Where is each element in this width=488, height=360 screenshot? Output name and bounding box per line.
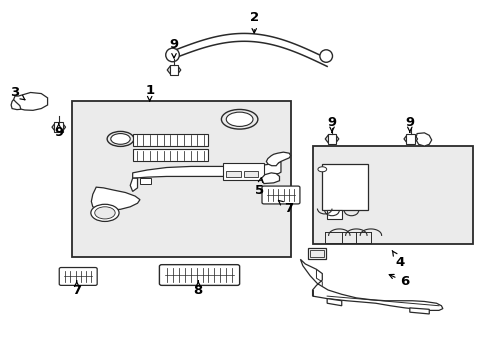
Ellipse shape (226, 112, 252, 126)
Polygon shape (266, 152, 290, 166)
Bar (225, 171, 240, 177)
Polygon shape (300, 259, 442, 310)
Polygon shape (261, 173, 279, 184)
Bar (309, 249, 323, 257)
Text: 9: 9 (169, 38, 178, 58)
Ellipse shape (95, 207, 115, 219)
Polygon shape (403, 135, 417, 143)
Ellipse shape (317, 167, 326, 172)
Ellipse shape (91, 204, 119, 221)
Polygon shape (132, 161, 281, 178)
Text: 7: 7 (278, 201, 292, 215)
Ellipse shape (221, 109, 257, 129)
Text: 4: 4 (391, 251, 404, 269)
FancyBboxPatch shape (262, 186, 299, 204)
Polygon shape (11, 100, 21, 110)
Polygon shape (325, 135, 338, 143)
Ellipse shape (165, 48, 179, 62)
Bar (307, 248, 325, 258)
Bar (222, 163, 264, 180)
Text: 9: 9 (54, 123, 63, 139)
Polygon shape (14, 93, 47, 111)
Text: 9: 9 (327, 116, 336, 132)
Text: 5: 5 (254, 178, 263, 197)
Text: 6: 6 (388, 274, 409, 288)
Ellipse shape (107, 131, 134, 147)
Text: 9: 9 (405, 116, 413, 132)
Text: 7: 7 (72, 281, 81, 297)
Bar (169, 64, 178, 75)
Text: 3: 3 (10, 86, 25, 100)
Bar (312, 146, 472, 244)
FancyBboxPatch shape (59, 267, 97, 285)
Polygon shape (130, 178, 137, 192)
Bar (326, 210, 341, 219)
Bar (243, 171, 258, 177)
Polygon shape (167, 66, 181, 74)
Bar (140, 178, 150, 184)
Bar (327, 134, 336, 144)
Polygon shape (415, 133, 431, 146)
Bar (72, 102, 290, 257)
FancyBboxPatch shape (159, 265, 239, 285)
Bar (406, 134, 414, 144)
Polygon shape (409, 308, 428, 314)
Text: 8: 8 (193, 281, 203, 297)
Bar (132, 134, 207, 146)
Polygon shape (91, 187, 140, 210)
Text: 2: 2 (249, 11, 258, 33)
Bar (132, 149, 207, 161)
Ellipse shape (319, 50, 332, 62)
Ellipse shape (111, 134, 130, 144)
Bar (322, 164, 368, 210)
Text: 1: 1 (145, 84, 154, 101)
Polygon shape (52, 123, 65, 131)
Bar (54, 122, 63, 132)
Polygon shape (326, 298, 341, 306)
